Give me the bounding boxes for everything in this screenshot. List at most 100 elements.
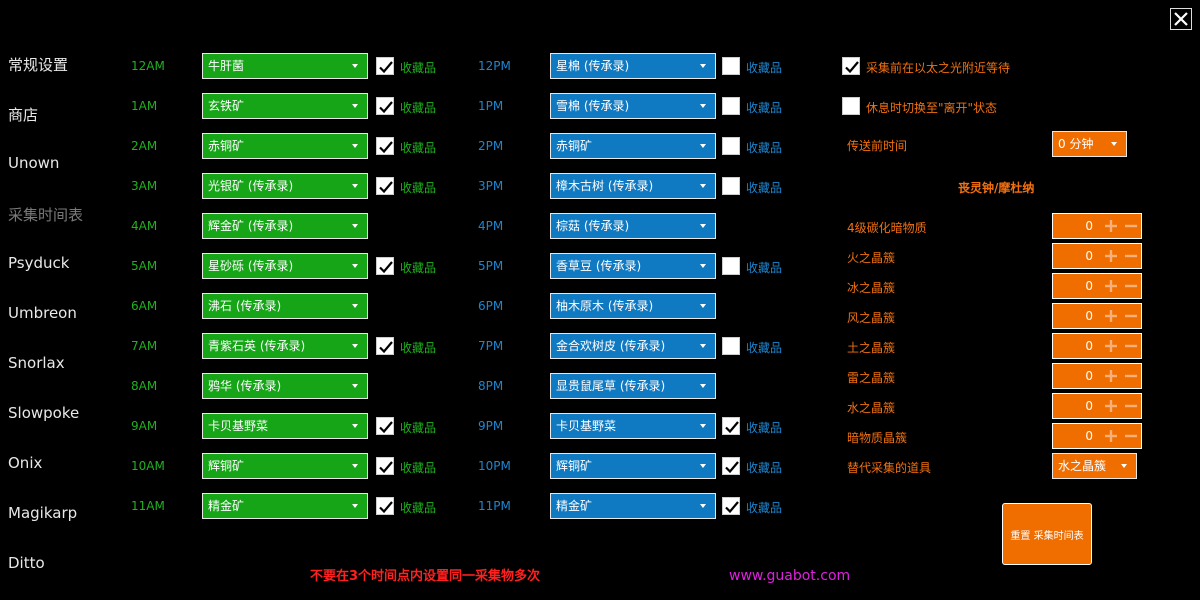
quantity-stepper[interactable]: 0 bbox=[1052, 213, 1142, 239]
collectible-checkbox[interactable] bbox=[722, 257, 740, 275]
collectible-checkbox[interactable] bbox=[376, 137, 394, 155]
sidebar-item[interactable]: Magikarp bbox=[8, 504, 78, 522]
plus-icon[interactable] bbox=[1103, 248, 1119, 264]
item-dropdown[interactable]: 金合欢树皮 (传承录) bbox=[550, 333, 716, 359]
collectible-label: 收藏品 bbox=[746, 421, 783, 435]
collectible-checkbox[interactable] bbox=[722, 177, 740, 195]
collectible-checkbox[interactable] bbox=[376, 57, 394, 75]
minus-icon[interactable] bbox=[1123, 398, 1139, 414]
collectible-checkbox[interactable] bbox=[376, 497, 394, 515]
quantity-stepper[interactable]: 0 bbox=[1052, 273, 1142, 299]
quantity-stepper[interactable]: 0 bbox=[1052, 423, 1142, 449]
crystal-label: 雷之晶簇 bbox=[847, 371, 896, 385]
item-dropdown[interactable]: 星棉 (传承录) bbox=[550, 53, 716, 79]
sidebar-item[interactable]: 商店 bbox=[8, 106, 39, 124]
collectible-label: 收藏品 bbox=[746, 341, 783, 355]
sidebar-item[interactable]: Ditto bbox=[8, 554, 45, 572]
collectible-checkbox[interactable] bbox=[722, 337, 740, 355]
item-dropdown[interactable]: 赤铜矿 bbox=[550, 133, 716, 159]
collectible-label: 收藏品 bbox=[746, 101, 783, 115]
quantity-stepper[interactable]: 0 bbox=[1052, 363, 1142, 389]
collectible-checkbox[interactable] bbox=[376, 417, 394, 435]
time-label: 11PM bbox=[478, 499, 511, 513]
item-dropdown[interactable]: 辉铜矿 bbox=[202, 453, 368, 479]
item-dropdown[interactable]: 雪棉 (传承录) bbox=[550, 93, 716, 119]
collectible-checkbox[interactable] bbox=[722, 497, 740, 515]
item-dropdown[interactable]: 辉铜矿 bbox=[550, 453, 716, 479]
item-dropdown[interactable]: 牛肝菌 bbox=[202, 53, 368, 79]
teleport-delay-dropdown[interactable]: 0 分钟 bbox=[1052, 131, 1127, 157]
checkmark-icon bbox=[379, 101, 393, 114]
section-title: 丧灵钟/摩杜纳 bbox=[958, 181, 1035, 195]
item-dropdown[interactable]: 棕菇 (传承录) bbox=[550, 213, 716, 239]
collectible-label: 收藏品 bbox=[400, 501, 437, 515]
sidebar-item[interactable]: Onix bbox=[8, 454, 43, 472]
quantity-stepper[interactable]: 0 bbox=[1052, 303, 1142, 329]
collectible-checkbox[interactable] bbox=[376, 337, 394, 355]
item-dropdown[interactable]: 辉金矿 (传承录) bbox=[202, 213, 368, 239]
collectible-checkbox[interactable] bbox=[376, 97, 394, 115]
sidebar-item[interactable]: 采集时间表 bbox=[8, 206, 84, 224]
item-dropdown[interactable]: 沸石 (传承录) bbox=[202, 293, 368, 319]
collectible-checkbox[interactable] bbox=[722, 457, 740, 475]
minus-icon[interactable] bbox=[1123, 428, 1139, 444]
minus-icon[interactable] bbox=[1123, 368, 1139, 384]
chevron-down-icon bbox=[352, 464, 358, 468]
sidebar-item[interactable]: Snorlax bbox=[8, 354, 65, 372]
sidebar-item[interactable]: Slowpoke bbox=[8, 404, 80, 422]
wait-aetheryte-checkbox[interactable] bbox=[842, 57, 860, 75]
collectible-checkbox[interactable] bbox=[376, 177, 394, 195]
sidebar-item[interactable]: Umbreon bbox=[8, 304, 77, 322]
switch-afk-checkbox[interactable] bbox=[842, 97, 860, 115]
collectible-checkbox[interactable] bbox=[722, 57, 740, 75]
sidebar-item[interactable]: Psyduck bbox=[8, 254, 70, 272]
chevron-down-icon bbox=[700, 424, 706, 428]
sidebar-item[interactable]: 常规设置 bbox=[8, 56, 69, 74]
collectible-checkbox[interactable] bbox=[376, 457, 394, 475]
minus-icon[interactable] bbox=[1123, 338, 1139, 354]
plus-icon[interactable] bbox=[1103, 398, 1119, 414]
item-dropdown[interactable]: 光银矿 (传承录) bbox=[202, 173, 368, 199]
item-dropdown[interactable]: 玄铁矿 bbox=[202, 93, 368, 119]
item-dropdown[interactable]: 卡贝基野菜 bbox=[550, 413, 716, 439]
plus-icon[interactable] bbox=[1103, 338, 1119, 354]
quantity-stepper[interactable]: 0 bbox=[1052, 333, 1142, 359]
minus-icon[interactable] bbox=[1123, 308, 1139, 324]
minus-icon[interactable] bbox=[1123, 278, 1139, 294]
collectible-checkbox[interactable] bbox=[376, 257, 394, 275]
minus-icon[interactable] bbox=[1123, 248, 1139, 264]
sidebar-item[interactable]: Unown bbox=[8, 154, 60, 172]
chevron-down-icon bbox=[352, 424, 358, 428]
item-dropdown[interactable]: 青紫石英 (传承录) bbox=[202, 333, 368, 359]
item-dropdown[interactable]: 星砂砾 (传承录) bbox=[202, 253, 368, 279]
item-dropdown[interactable]: 柚木原木 (传承录) bbox=[550, 293, 716, 319]
alt-item-dropdown[interactable]: 水之晶簇 bbox=[1052, 453, 1137, 479]
time-label: 6PM bbox=[478, 299, 504, 313]
quantity-stepper[interactable]: 0 bbox=[1052, 393, 1142, 419]
item-dropdown[interactable]: 香草豆 (传承录) bbox=[550, 253, 716, 279]
plus-icon[interactable] bbox=[1103, 218, 1119, 234]
item-dropdown[interactable]: 鸦华 (传承录) bbox=[202, 373, 368, 399]
item-dropdown[interactable]: 精金矿 bbox=[550, 493, 716, 519]
reset-schedule-button[interactable]: 重置 采集时间表 bbox=[1002, 503, 1092, 565]
quantity-stepper[interactable]: 0 bbox=[1052, 243, 1142, 269]
quantity-value: 0 bbox=[1085, 219, 1093, 233]
minus-icon[interactable] bbox=[1123, 218, 1139, 234]
item-dropdown-value: 棕菇 (传承录) bbox=[556, 219, 630, 233]
item-dropdown[interactable]: 显贵鼠尾草 (传承录) bbox=[550, 373, 716, 399]
collectible-label: 收藏品 bbox=[746, 501, 783, 515]
collectible-checkbox[interactable] bbox=[722, 417, 740, 435]
item-dropdown[interactable]: 樟木古树 (传承录) bbox=[550, 173, 716, 199]
item-dropdown[interactable]: 赤铜矿 bbox=[202, 133, 368, 159]
item-dropdown[interactable]: 卡贝基野菜 bbox=[202, 413, 368, 439]
collectible-checkbox[interactable] bbox=[722, 97, 740, 115]
plus-icon[interactable] bbox=[1103, 308, 1119, 324]
plus-icon[interactable] bbox=[1103, 368, 1119, 384]
plus-icon[interactable] bbox=[1103, 278, 1119, 294]
plus-icon[interactable] bbox=[1103, 428, 1119, 444]
item-dropdown[interactable]: 精金矿 bbox=[202, 493, 368, 519]
website-link[interactable]: www.guabot.com bbox=[729, 568, 851, 584]
collectible-checkbox[interactable] bbox=[722, 137, 740, 155]
collectible-label: 收藏品 bbox=[746, 141, 783, 155]
close-button[interactable] bbox=[1170, 8, 1192, 30]
